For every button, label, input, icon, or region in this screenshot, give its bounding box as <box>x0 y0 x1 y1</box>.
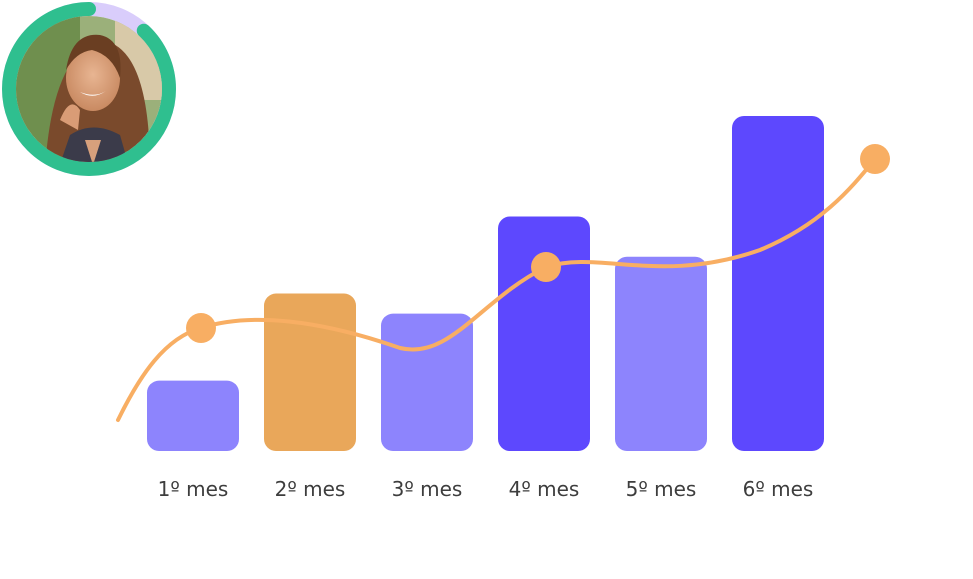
progress-ring <box>2 2 176 176</box>
bar-5 <box>615 256 707 451</box>
x-tick-label: 4º mes <box>509 477 580 501</box>
trend-line-layer <box>116 144 890 422</box>
x-tick-label: 3º mes <box>392 477 463 501</box>
avatar-photo <box>16 16 162 162</box>
bar-6 <box>732 116 824 451</box>
trend-marker-2 <box>531 252 561 282</box>
bar-2 <box>264 293 356 451</box>
bar-series <box>147 116 824 451</box>
x-tick-label: 6º mes <box>743 477 814 501</box>
x-tick-label: 2º mes <box>275 477 346 501</box>
bar-4 <box>498 216 590 451</box>
x-tick-label: 1º mes <box>158 477 229 501</box>
trend-marker-1 <box>186 313 216 343</box>
avatar <box>2 2 176 176</box>
x-tick-label: 5º mes <box>626 477 697 501</box>
trend-marker-3 <box>860 144 890 174</box>
bar-3 <box>381 313 473 451</box>
x-axis-ticks: 1º mes 2º mes 3º mes 4º mes 5º mes 6º mes <box>158 477 814 501</box>
bar-1 <box>147 380 239 451</box>
